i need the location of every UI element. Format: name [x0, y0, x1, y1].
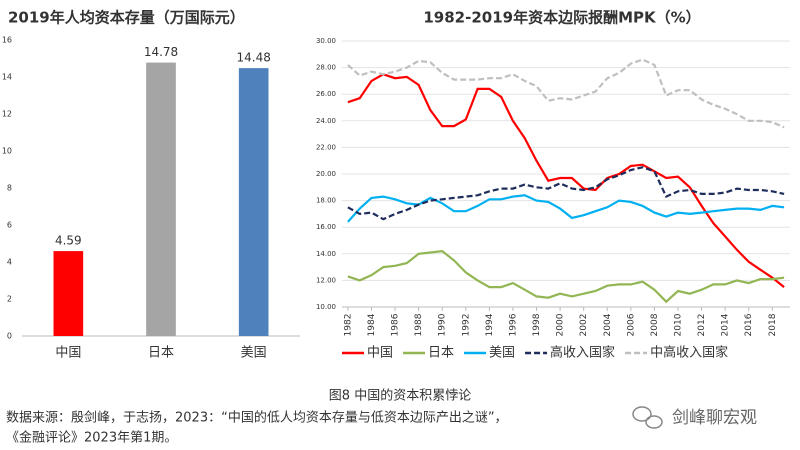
x-tick-label: 1994 — [485, 313, 495, 336]
y-tick-label: 14 — [2, 73, 12, 82]
bar — [53, 251, 84, 336]
series-line — [347, 58, 785, 129]
watermark-icon — [632, 406, 663, 429]
series-line — [347, 194, 785, 223]
x-tick-label: 2010 — [674, 313, 684, 336]
x-tick-label: 2012 — [697, 314, 707, 337]
x-tick-label: 1982 — [343, 314, 353, 337]
y-tick-label: 4 — [7, 258, 12, 267]
y-tick-label: 20.00 — [316, 170, 336, 178]
caption: 图8 中国的资本积累悖论 — [329, 388, 471, 404]
y-tick-label: 18.00 — [316, 197, 336, 205]
y-tick-label: 8 — [7, 184, 12, 193]
bar — [238, 68, 269, 337]
value-label: 14.48 — [236, 51, 270, 65]
series-line — [347, 166, 785, 221]
y-tick-label: 10 — [2, 147, 12, 156]
y-tick-label: 0 — [7, 332, 12, 341]
x-tick-label: 2016 — [744, 313, 754, 336]
y-tick-label: 12.00 — [316, 276, 336, 284]
x-tick-label: 2000 — [556, 313, 566, 336]
x-tick-label: 1986 — [391, 313, 401, 336]
legend-label: 高收入国家 — [550, 345, 615, 361]
y-tick-label: 14.00 — [316, 250, 336, 258]
legend-label: 中高收入国家 — [650, 345, 728, 361]
value-label: 14.78 — [144, 45, 178, 59]
y-tick-label: 6 — [7, 221, 12, 230]
x-tick-label: 2002 — [579, 314, 589, 337]
x-tick-label: 2018 — [768, 313, 778, 336]
series-line — [347, 249, 785, 304]
x-tick-label: 日本 — [148, 346, 174, 361]
y-tick-label: 24.00 — [316, 117, 336, 125]
x-tick-label: 1990 — [438, 313, 448, 336]
x-tick-label: 2006 — [626, 313, 636, 336]
watermark: 剑峰聊宏观 — [672, 408, 757, 428]
chart-title: 2019年人均资本存量（万国际元） — [8, 9, 245, 27]
x-tick-label: 中国 — [55, 346, 81, 361]
bar — [146, 62, 176, 336]
legend-label: 中国 — [367, 346, 393, 361]
y-tick-label: 2 — [7, 295, 12, 304]
source-line: 《金融评论》2023年第1期。 — [6, 430, 177, 446]
y-tick-label: 16 — [2, 36, 12, 45]
y-tick-label: 10.00 — [316, 303, 336, 311]
x-tick-label: 2008 — [650, 313, 660, 336]
x-tick-label: 1998 — [532, 313, 542, 336]
y-tick-label: 12 — [2, 110, 12, 119]
y-tick-label: 30.00 — [316, 37, 336, 45]
x-tick-label: 2014 — [721, 313, 731, 336]
x-tick-label: 1992 — [461, 314, 471, 337]
x-tick-label: 美国 — [241, 346, 267, 361]
value-label: 4.59 — [55, 234, 82, 248]
x-tick-label: 1996 — [508, 313, 518, 336]
chart-title: 1982-2019年资本边际报酬MPK（%） — [423, 9, 700, 27]
x-tick-label: 1988 — [414, 313, 424, 336]
source-line: 数据来源：殷剑峰，于志扬，2023：“中国的低人均资本存量与低资本边际产出之谜”… — [6, 410, 508, 426]
y-tick-label: 22.00 — [316, 143, 336, 151]
legend-label: 日本 — [428, 346, 454, 361]
legend-label: 美国 — [489, 346, 515, 361]
y-tick-label: 16.00 — [316, 223, 336, 231]
y-tick-label: 28.00 — [316, 64, 336, 72]
y-tick-label: 26.00 — [316, 90, 336, 98]
x-tick-label: 2004 — [603, 313, 613, 336]
series-line — [347, 73, 785, 288]
x-tick-label: 1984 — [367, 313, 377, 336]
